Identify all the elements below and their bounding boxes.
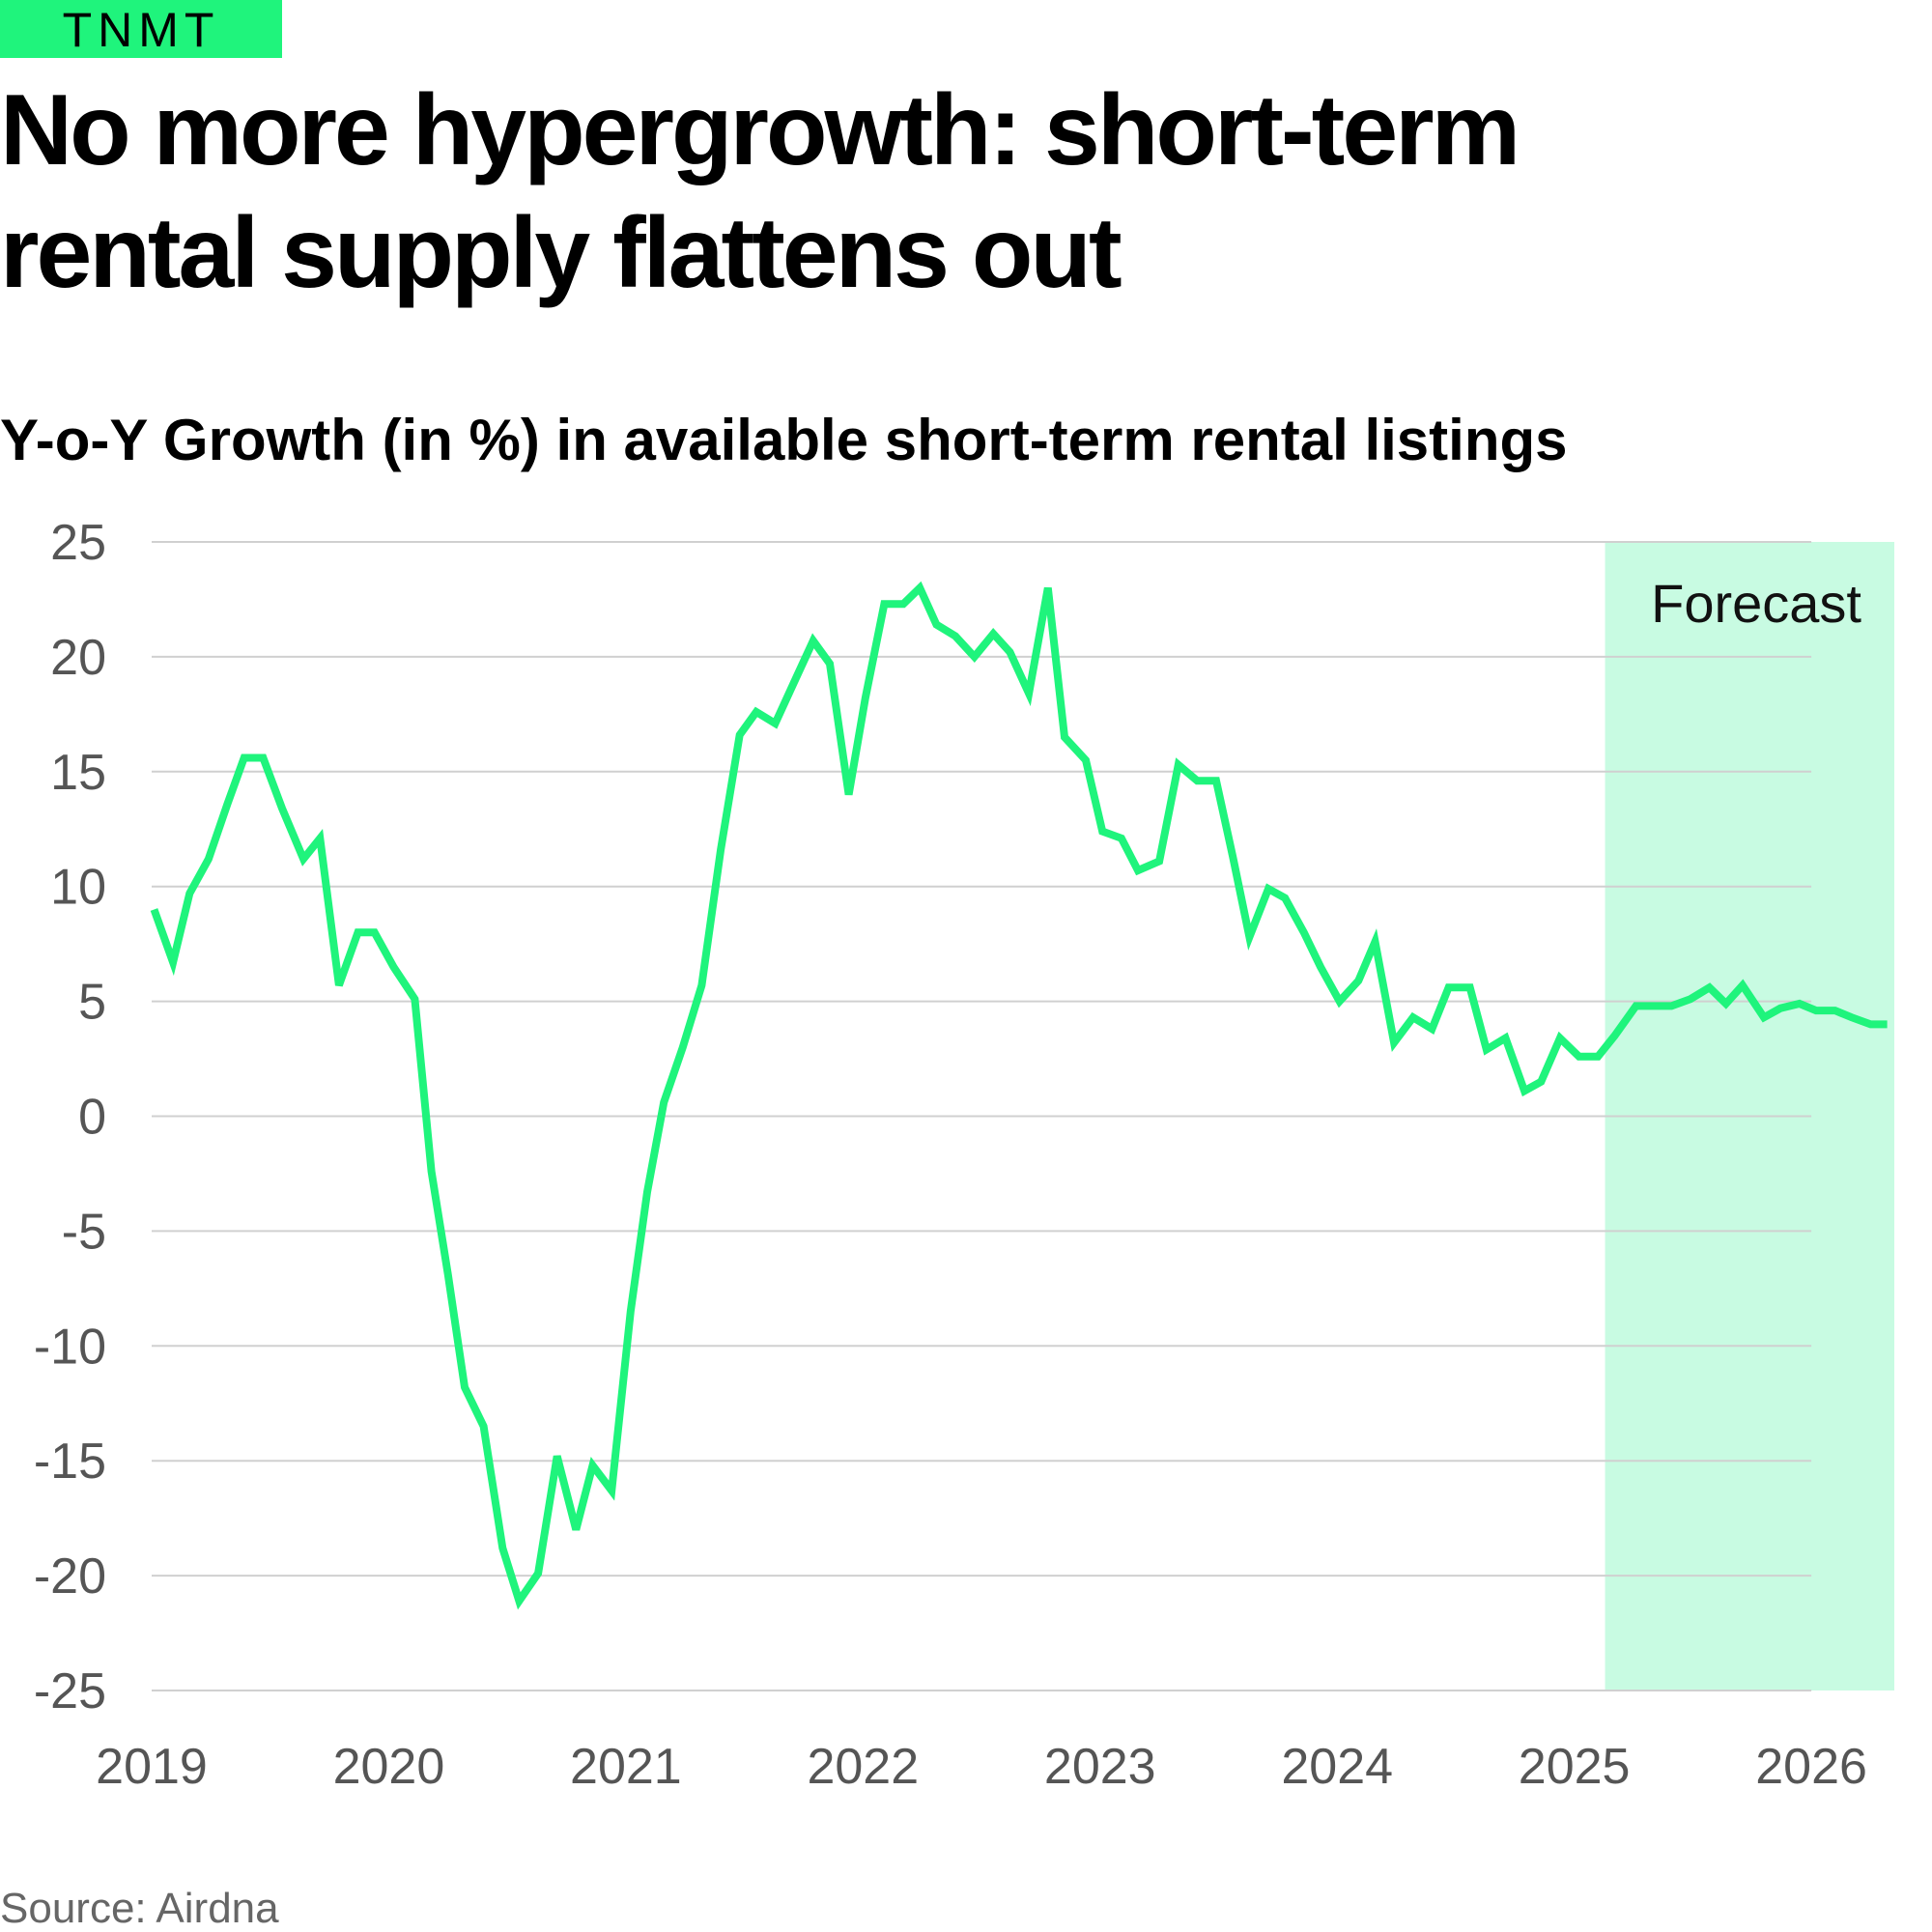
- y-tick-label: 0: [78, 1090, 106, 1146]
- line: [150, 581, 1888, 1610]
- brand-box: [0, 0, 282, 58]
- chart-title: rental supply flattens out: [0, 197, 1122, 309]
- y-tick-label: -25: [34, 1663, 106, 1719]
- x-tick-label: 2026: [1755, 1739, 1867, 1795]
- y-tick-label: 5: [78, 975, 106, 1031]
- source: Source: Airdna: [0, 1885, 279, 1932]
- forecast-label: Forecast: [1651, 573, 1861, 634]
- x-tick-label: 2023: [1044, 1739, 1156, 1795]
- x-tick-label: 2022: [807, 1739, 919, 1795]
- y-tick-label: 10: [50, 860, 106, 916]
- y-tick-label: -10: [34, 1319, 106, 1375]
- brand: TNMT: [63, 3, 220, 57]
- y-tick-label: 15: [50, 745, 106, 801]
- y-tick-label: 25: [50, 515, 106, 571]
- chart-subtitle: Y-o-Y Growth (in %) in available short-t…: [0, 408, 1568, 472]
- y-tick-label: -20: [34, 1548, 106, 1605]
- x-tick-label: 2021: [570, 1739, 682, 1795]
- x-tick-label: 2025: [1519, 1739, 1631, 1795]
- x-tick-label: 2019: [96, 1739, 208, 1795]
- y-tick-label: -5: [62, 1204, 106, 1260]
- x-tick-label: 2024: [1281, 1739, 1393, 1795]
- y-tick-label: 20: [50, 630, 106, 686]
- x-tick-label: 2020: [333, 1739, 445, 1795]
- y-tick-label: -15: [34, 1434, 106, 1490]
- chart-title: No more hypergrowth: short-term: [0, 74, 1518, 186]
